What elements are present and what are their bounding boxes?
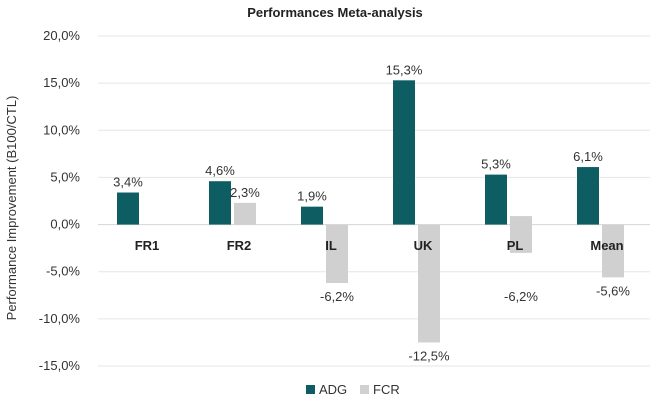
y-tick-label: -10,0% (39, 311, 81, 326)
y-tick-label: 0,0% (50, 217, 80, 232)
bar-fcr (418, 224, 440, 343)
legend-label: FCR (373, 382, 400, 397)
data-label: 6,1% (573, 149, 603, 164)
bars (117, 80, 624, 343)
data-label: 3,4% (113, 175, 143, 190)
category-label: UK (414, 238, 433, 253)
category-label: Mean (590, 238, 623, 253)
category-label: IL (325, 238, 337, 253)
y-tick-label: 20,0% (43, 28, 80, 43)
data-label: -5,6% (596, 283, 630, 298)
y-tick-label: 5,0% (50, 169, 80, 184)
gridlines (98, 35, 650, 367)
y-axis-ticks: 20,0% 15,0% 10,0% 5,0% 0,0% -5,0% -10,0% -15,0% (39, 28, 81, 373)
bar-adg (393, 80, 415, 225)
category-labels: FR1 FR2 IL UK PL Mean (135, 238, 624, 253)
bar-fcr (510, 216, 532, 253)
legend-swatch-adg (306, 385, 315, 394)
bar-adg (117, 192, 139, 225)
y-tick-label: -15,0% (39, 358, 81, 373)
data-label: -6,2% (320, 289, 354, 304)
bar-adg (485, 174, 507, 225)
y-tick-label: 10,0% (43, 122, 80, 137)
category-label: FR2 (227, 238, 252, 253)
category-label: PL (507, 238, 524, 253)
data-label: 15,3% (386, 62, 423, 77)
y-axis-label: Performance Improvement (B100/CTL) (4, 96, 19, 321)
data-label: 5,3% (481, 157, 511, 172)
bar-adg (209, 181, 231, 225)
legend: ADG FCR (306, 382, 400, 397)
bar-fcr (234, 202, 256, 225)
category-label: FR1 (135, 238, 160, 253)
bar-adg (301, 206, 323, 225)
bar-fcr (602, 224, 624, 278)
data-label: 2,3% (230, 185, 260, 200)
bar-fcr (326, 224, 348, 284)
chart-title: Performances Meta-analysis (247, 5, 423, 20)
legend-label: ADG (319, 382, 347, 397)
y-tick-label: 15,0% (43, 75, 80, 90)
legend-swatch-fcr (360, 385, 369, 394)
y-tick-label: -5,0% (46, 264, 80, 279)
data-labels: 3,4% 4,6% 2,3% 1,9% -6,2% 15,3% -12,5% 5,3% -6,2… (113, 62, 630, 363)
data-label: -12,5% (408, 348, 450, 363)
data-label: 1,9% (297, 189, 327, 204)
bar-adg (577, 167, 599, 225)
data-label: 4,6% (205, 163, 235, 178)
data-label: -6,2% (504, 289, 538, 304)
